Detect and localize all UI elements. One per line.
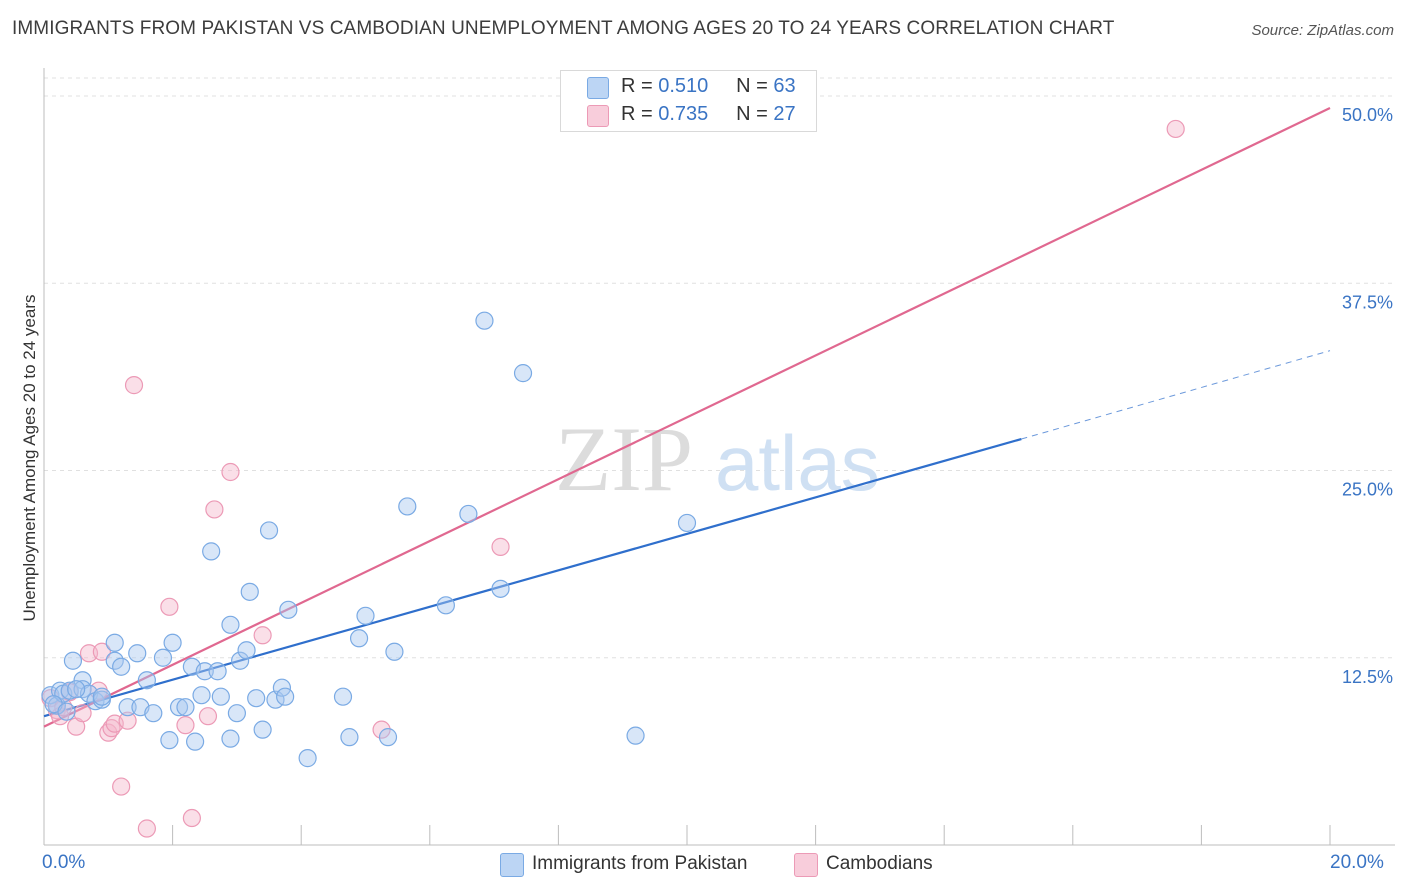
point-pakistan bbox=[513, 364, 533, 383]
point-pakistan bbox=[349, 629, 369, 648]
point-pakistan bbox=[92, 687, 111, 706]
trend-line-pakistan-extrapolated bbox=[1021, 350, 1331, 440]
point-cambodians bbox=[124, 376, 144, 395]
point-pakistan bbox=[378, 728, 398, 747]
point-cambodians bbox=[221, 462, 240, 482]
point-pakistan bbox=[237, 641, 256, 660]
point-pakistan bbox=[192, 686, 211, 705]
point-pakistan bbox=[385, 642, 404, 661]
point-cambodians bbox=[73, 704, 92, 723]
point-pakistan bbox=[247, 689, 266, 708]
legend-r-value: 0.510 bbox=[658, 75, 709, 97]
point-pakistan bbox=[259, 521, 279, 540]
legend-label-pakistan: Immigrants from Pakistan bbox=[532, 853, 748, 874]
point-cambodians bbox=[176, 716, 195, 735]
y-axis-label: Unemployment Among Ages 20 to 24 years bbox=[20, 294, 39, 622]
point-pakistan bbox=[231, 651, 250, 670]
trend-line-cambodians bbox=[43, 106, 1331, 728]
point-pakistan bbox=[144, 704, 163, 723]
point-pakistan bbox=[137, 671, 156, 690]
point-pakistan bbox=[57, 702, 76, 721]
legend-swatch-cambodians bbox=[587, 105, 609, 127]
point-pakistan bbox=[160, 731, 179, 750]
point-pakistan bbox=[221, 729, 240, 748]
point-pakistan bbox=[298, 749, 317, 768]
legend-swatch-pakistan bbox=[500, 853, 524, 877]
point-pakistan bbox=[63, 651, 83, 670]
watermark-atlas: atlas bbox=[715, 419, 880, 507]
grid-lines bbox=[44, 77, 1395, 659]
point-pakistan bbox=[202, 542, 221, 561]
point-pakistan bbox=[253, 720, 272, 739]
point-cambodians bbox=[118, 711, 137, 730]
point-pakistan bbox=[153, 648, 173, 667]
point-cambodians bbox=[137, 819, 156, 838]
y-tick-label: 50.0% bbox=[1342, 105, 1393, 125]
point-pakistan bbox=[208, 662, 227, 681]
point-cambodians bbox=[92, 642, 111, 661]
trend-lines bbox=[43, 106, 1331, 728]
point-cambodians bbox=[372, 720, 391, 739]
legend-n-value: 27 bbox=[773, 103, 796, 125]
point-pakistan bbox=[356, 606, 375, 625]
point-cambodians bbox=[182, 808, 201, 828]
point-pakistan bbox=[333, 687, 353, 706]
point-pakistan bbox=[176, 698, 195, 717]
point-cambodians bbox=[1166, 119, 1185, 139]
point-pakistan bbox=[112, 657, 131, 676]
point-pakistan bbox=[105, 633, 124, 652]
point-pakistan bbox=[227, 704, 246, 723]
point-pakistan bbox=[221, 615, 240, 634]
x-tick-label-min: 0.0% bbox=[42, 852, 86, 873]
y-tick-label: 37.5% bbox=[1342, 292, 1393, 312]
y-tick-labels: 12.5% 25.0% 37.5% 50.0% bbox=[1342, 105, 1393, 687]
point-pakistan bbox=[436, 596, 455, 615]
point-cambodians bbox=[205, 500, 224, 519]
x-tick-label-max: 20.0% bbox=[1330, 852, 1384, 873]
point-pakistan bbox=[186, 732, 205, 751]
legend-n-value: 63 bbox=[773, 75, 796, 97]
point-pakistan bbox=[340, 728, 359, 747]
point-pakistan bbox=[475, 311, 494, 330]
point-pakistan bbox=[128, 644, 147, 663]
legend-swatch-cambodians bbox=[794, 853, 818, 877]
trend-line-pakistan bbox=[43, 437, 1022, 718]
point-pakistan bbox=[279, 600, 298, 619]
y-tick-label: 25.0% bbox=[1342, 480, 1393, 500]
point-pakistan bbox=[626, 726, 645, 745]
point-pakistan bbox=[118, 698, 137, 717]
point-pakistan bbox=[677, 513, 697, 533]
point-cambodians bbox=[160, 597, 179, 616]
point-pakistan bbox=[398, 497, 417, 516]
legend-r-value: 0.735 bbox=[658, 103, 709, 125]
y-tick-label: 12.5% bbox=[1342, 667, 1393, 687]
point-pakistan bbox=[211, 687, 230, 706]
point-cambodians bbox=[491, 537, 510, 556]
point-pakistan bbox=[67, 680, 86, 699]
chart-title: IMMIGRANTS FROM PAKISTAN VS CAMBODIAN UN… bbox=[12, 18, 1115, 39]
point-cambodians bbox=[112, 777, 131, 796]
legend-label-cambodians: Cambodians bbox=[826, 853, 933, 874]
point-pakistan bbox=[195, 662, 214, 681]
data-points bbox=[41, 119, 1185, 838]
legend-n-label: N = bbox=[736, 75, 768, 97]
point-pakistan bbox=[276, 687, 295, 706]
source-label: Source: ZipAtlas.com bbox=[1251, 22, 1394, 39]
point-cambodians bbox=[198, 707, 218, 726]
point-cambodians bbox=[253, 626, 272, 645]
legend-stats: R = 0.510 N = 63 R = 0.735 N = 27 bbox=[560, 70, 817, 132]
legend-r-label: R = bbox=[621, 103, 653, 125]
point-pakistan bbox=[163, 633, 182, 652]
point-pakistan bbox=[240, 582, 259, 601]
legend-n-label: N = bbox=[736, 103, 768, 125]
legend-swatch-pakistan bbox=[587, 77, 609, 99]
point-pakistan bbox=[459, 504, 478, 524]
point-pakistan bbox=[169, 698, 189, 717]
point-pakistan bbox=[491, 579, 510, 598]
legend-r-label: R = bbox=[621, 75, 653, 97]
